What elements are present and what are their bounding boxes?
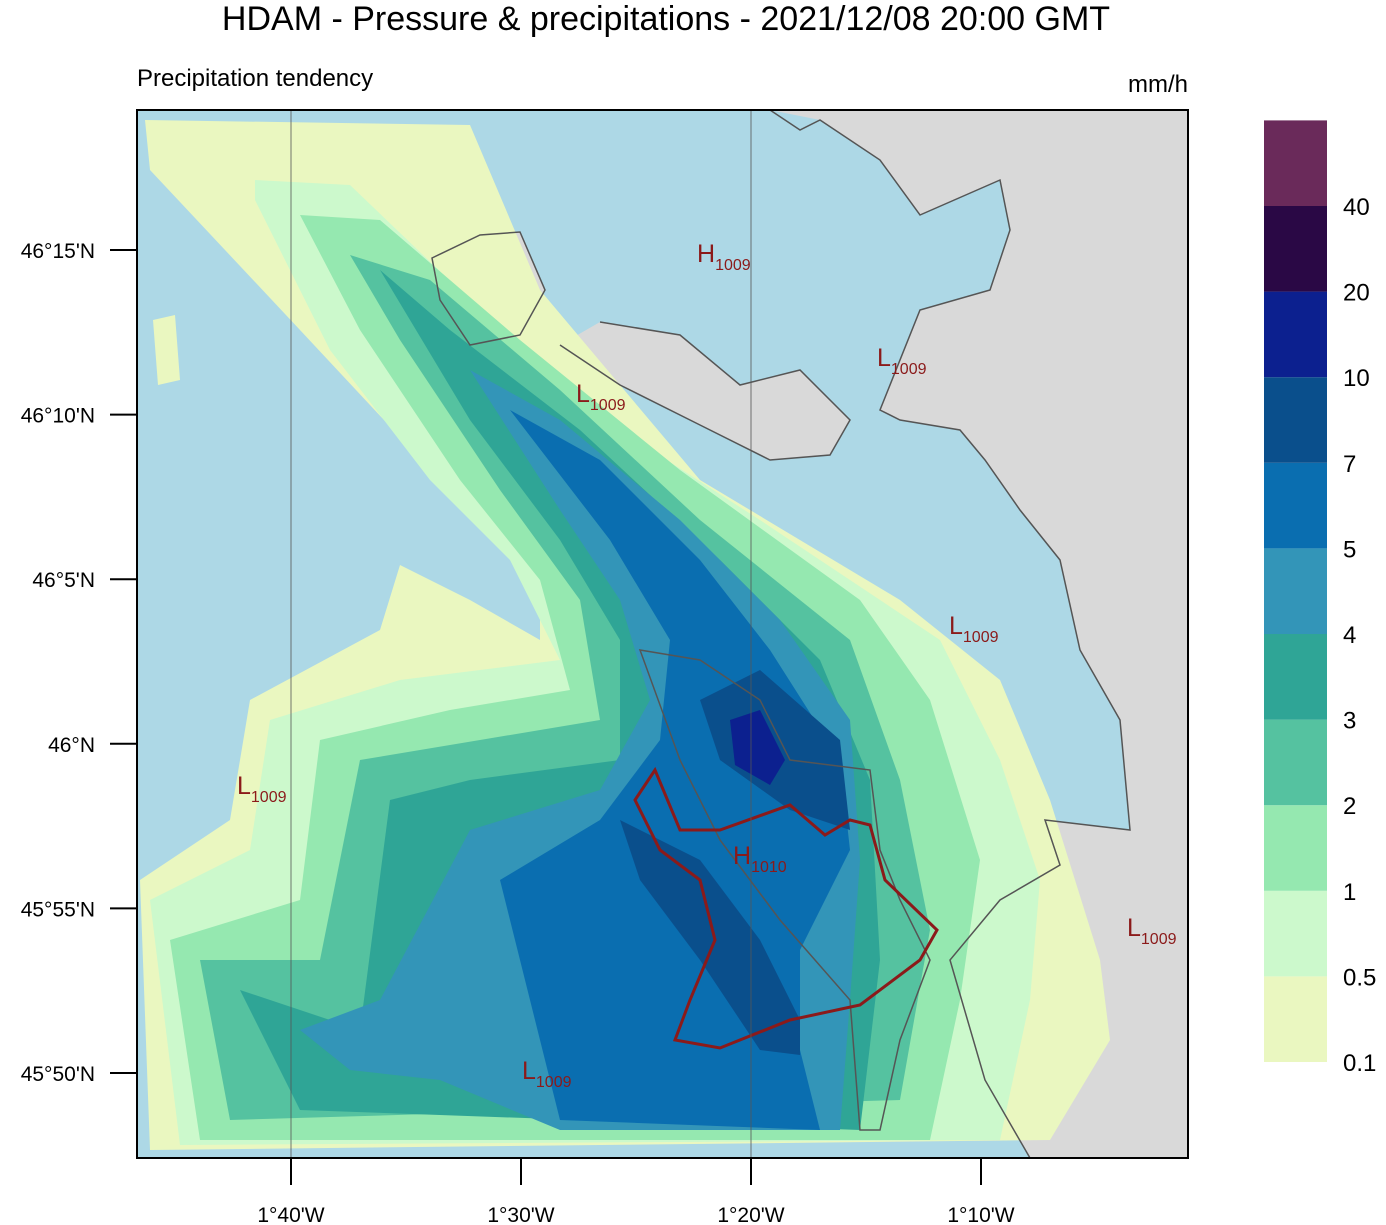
- x-tick-label: 1°40'W: [257, 1204, 324, 1225]
- colorbar-label: 1: [1343, 879, 1356, 906]
- colorbar-label: 4: [1343, 622, 1356, 649]
- colorbar-box: [1264, 206, 1327, 292]
- pressure-label: L1009: [1127, 914, 1177, 948]
- x-tick-label: 1°20'W: [717, 1204, 784, 1225]
- colorbar-label: 2: [1343, 793, 1356, 820]
- y-tick-label: 45°55'N: [21, 898, 95, 921]
- y-tick-label: 46°N: [48, 734, 95, 757]
- unit: mm/h: [1128, 71, 1188, 98]
- map-frame: [136, 109, 1189, 1159]
- colorbar-label: 10: [1343, 365, 1370, 392]
- precip-area: [153, 315, 180, 385]
- colorbar-box: [1264, 890, 1327, 977]
- colorbar-box: [1264, 462, 1327, 549]
- precip-area: [730, 710, 785, 785]
- colorbar-box: [1264, 634, 1327, 720]
- colorbar-box: [1264, 291, 1327, 378]
- x-tick-label: 1°10'W: [947, 1204, 1014, 1225]
- colorbar-box: [1264, 548, 1327, 634]
- subtitle: Precipitation tendency: [137, 65, 373, 92]
- colorbar-label: 7: [1343, 451, 1356, 478]
- pressure-label: L1009: [522, 1057, 572, 1091]
- colorbar-label: 40: [1343, 194, 1370, 221]
- colorbar-box: [1264, 976, 1327, 1062]
- colorbar-label: 0.5: [1343, 964, 1376, 991]
- colorbar-label: 20: [1343, 280, 1370, 307]
- y-tick-label: 45°50'N: [21, 1063, 95, 1086]
- colorbar-label: 3: [1343, 708, 1356, 735]
- colorbar-label: 5: [1343, 536, 1356, 563]
- pressure-labels: H1009 L1009 L1009 L1009 L1009 H1010 L100…: [237, 240, 1177, 1091]
- y-tick-label: 46°10'N: [21, 405, 95, 428]
- pressure-label: L1009: [877, 344, 927, 378]
- pressure-label: H1009: [697, 240, 751, 274]
- y-tick-label: 46°15'N: [21, 240, 95, 263]
- title: HDAM - Pressure & precipitations - 2021/…: [222, 0, 1110, 38]
- coastline: [431, 110, 1131, 1158]
- pressure-label: L1009: [237, 772, 287, 806]
- x-tick-label: 1°30'W: [487, 1204, 554, 1225]
- pressure-label: H1010: [733, 842, 787, 876]
- colorbar-box: [1264, 377, 1327, 463]
- colorbar-box: [1264, 120, 1327, 206]
- colorbar-box: [1264, 805, 1327, 891]
- pressure-label: L1009: [949, 612, 999, 646]
- precip-area: [620, 820, 800, 1055]
- y-tick-label: 46°5'N: [32, 569, 95, 592]
- colorbar-box: [1264, 719, 1327, 806]
- map-area: [137, 110, 1188, 1158]
- pressure-label: L1009: [576, 380, 626, 414]
- precipitation: [140, 120, 1110, 1150]
- colorbar-label: 0.1: [1343, 1050, 1376, 1077]
